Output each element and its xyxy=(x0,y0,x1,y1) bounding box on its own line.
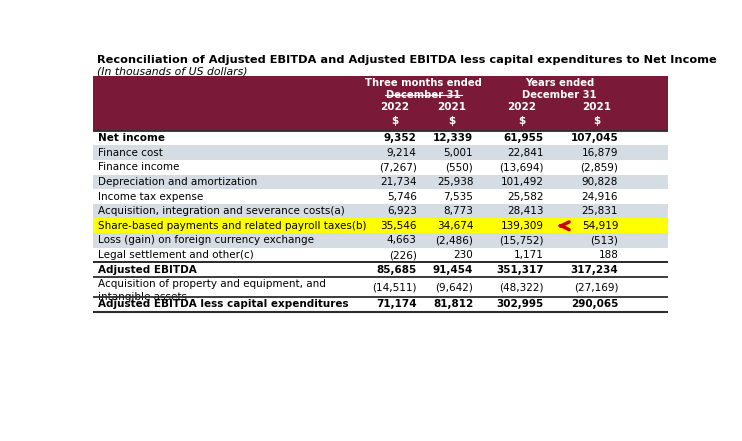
Text: 1,171: 1,171 xyxy=(514,250,544,260)
Text: 22,841: 22,841 xyxy=(508,148,544,157)
Text: 12,339: 12,339 xyxy=(433,133,473,143)
Text: (226): (226) xyxy=(389,250,417,260)
Text: 81,812: 81,812 xyxy=(433,299,473,309)
Bar xyxy=(93,277,668,297)
Text: Three months ended
December 31: Three months ended December 31 xyxy=(365,78,482,101)
Text: 25,831: 25,831 xyxy=(582,206,618,216)
Bar xyxy=(93,131,668,135)
Text: (7,267): (7,267) xyxy=(379,162,417,172)
Text: Share-based payments and related payroll taxes(b): Share-based payments and related payroll… xyxy=(98,221,367,231)
Text: Years ended
December 31: Years ended December 31 xyxy=(522,78,597,101)
Text: 2021: 2021 xyxy=(582,102,611,112)
Text: $: $ xyxy=(448,116,455,126)
Text: $: $ xyxy=(593,116,600,126)
Text: Acquisition, integration and severance costs(a): Acquisition, integration and severance c… xyxy=(98,206,345,216)
Text: 4,663: 4,663 xyxy=(387,235,417,245)
Text: Reconciliation of Adjusted EBITDA and Adjusted EBITDA less capital expenditures : Reconciliation of Adjusted EBITDA and Ad… xyxy=(96,55,716,65)
Bar xyxy=(93,146,668,160)
Text: 2022: 2022 xyxy=(381,102,410,112)
Text: 9,352: 9,352 xyxy=(384,133,417,143)
Bar xyxy=(93,160,668,175)
Bar xyxy=(93,76,668,131)
Text: 290,065: 290,065 xyxy=(571,299,618,309)
Text: (In thousands of US dollars): (In thousands of US dollars) xyxy=(96,66,247,76)
Text: 28,413: 28,413 xyxy=(508,206,544,216)
Text: Net income: Net income xyxy=(98,133,165,143)
Text: (513): (513) xyxy=(591,235,618,245)
Text: 35,546: 35,546 xyxy=(380,221,417,231)
Text: 25,938: 25,938 xyxy=(437,177,473,187)
Text: (550): (550) xyxy=(445,162,473,172)
Text: 351,317: 351,317 xyxy=(496,265,544,275)
Text: Loss (gain) on foreign currency exchange: Loss (gain) on foreign currency exchange xyxy=(98,235,314,245)
Text: Income tax expense: Income tax expense xyxy=(98,191,203,202)
Text: 8,773: 8,773 xyxy=(444,206,473,216)
Text: Adjusted EBITDA less capital expenditures: Adjusted EBITDA less capital expenditure… xyxy=(98,299,349,309)
Text: 90,828: 90,828 xyxy=(582,177,618,187)
Text: (13,694): (13,694) xyxy=(499,162,544,172)
Text: 302,995: 302,995 xyxy=(496,299,544,309)
Text: 101,492: 101,492 xyxy=(501,177,544,187)
Text: 24,916: 24,916 xyxy=(582,191,618,202)
Text: 21,734: 21,734 xyxy=(380,177,417,187)
Text: $: $ xyxy=(391,116,398,126)
Text: (27,169): (27,169) xyxy=(574,282,618,292)
Text: (14,511): (14,511) xyxy=(372,282,417,292)
Bar xyxy=(93,262,668,277)
Bar xyxy=(93,131,668,146)
Text: Adjusted EBITDA: Adjusted EBITDA xyxy=(98,265,197,275)
Bar xyxy=(93,248,668,262)
Text: 5,001: 5,001 xyxy=(444,148,473,157)
Text: 71,174: 71,174 xyxy=(376,299,417,309)
Text: 139,309: 139,309 xyxy=(501,221,544,231)
Text: Legal settlement and other(c): Legal settlement and other(c) xyxy=(98,250,254,260)
Text: (48,322): (48,322) xyxy=(499,282,544,292)
Text: $: $ xyxy=(519,116,526,126)
Text: 91,454: 91,454 xyxy=(433,265,473,275)
Text: 107,045: 107,045 xyxy=(571,133,618,143)
Text: 230: 230 xyxy=(453,250,473,260)
Bar xyxy=(93,175,668,189)
Text: 61,955: 61,955 xyxy=(504,133,544,143)
Text: Finance cost: Finance cost xyxy=(98,148,163,157)
Text: 9,214: 9,214 xyxy=(387,148,417,157)
Text: 25,582: 25,582 xyxy=(508,191,544,202)
Text: 317,234: 317,234 xyxy=(571,265,618,275)
Text: Acquisition of property and equipment, and
intangible assets: Acquisition of property and equipment, a… xyxy=(98,279,326,302)
Text: 7,535: 7,535 xyxy=(444,191,473,202)
Text: (2,859): (2,859) xyxy=(580,162,618,172)
Text: (2,486): (2,486) xyxy=(436,235,473,245)
Text: 85,685: 85,685 xyxy=(376,265,417,275)
Text: 5,746: 5,746 xyxy=(387,191,417,202)
Text: 34,674: 34,674 xyxy=(437,221,473,231)
Bar xyxy=(93,297,668,312)
Text: 6,923: 6,923 xyxy=(387,206,417,216)
Text: Depreciation and amortization: Depreciation and amortization xyxy=(98,177,257,187)
Text: 2021: 2021 xyxy=(437,102,466,112)
Text: (15,752): (15,752) xyxy=(499,235,544,245)
Text: (9,642): (9,642) xyxy=(436,282,473,292)
Text: 188: 188 xyxy=(598,250,618,260)
Text: 54,919: 54,919 xyxy=(582,221,618,231)
Text: 16,879: 16,879 xyxy=(582,148,618,157)
Bar xyxy=(93,204,668,218)
Bar xyxy=(93,233,668,248)
Text: Finance income: Finance income xyxy=(98,162,180,172)
Bar xyxy=(93,218,668,233)
Text: 2022: 2022 xyxy=(508,102,536,112)
Bar xyxy=(93,189,668,204)
